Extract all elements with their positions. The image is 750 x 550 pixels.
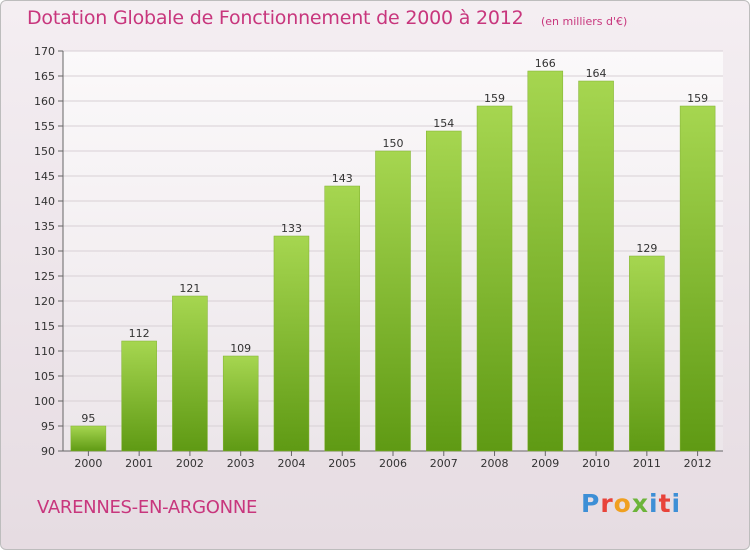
bar-2001	[121, 340, 157, 452]
x-tick-label-2012: 2012	[684, 457, 712, 470]
value-label-2009: 166	[535, 57, 556, 70]
value-label-2006: 150	[383, 137, 404, 150]
y-tick-label: 130	[34, 245, 55, 258]
y-tick-label: 125	[34, 270, 55, 283]
bar-chart: 90 95 100 105 110 115 120 125 130 135 140 145 150 155…	[34, 45, 723, 470]
value-label-2007: 154	[433, 117, 454, 130]
logo-letter: i	[671, 489, 682, 518]
logo-letter: x	[631, 489, 649, 518]
bar-2010	[578, 80, 614, 452]
y-tick-label: 95	[41, 420, 55, 433]
y-tick-label: 105	[34, 370, 55, 383]
y-tick-label: 145	[34, 170, 55, 183]
value-label-2001: 112	[129, 327, 150, 340]
y-tick-label: 120	[34, 295, 55, 308]
bar-2009	[527, 70, 564, 452]
logo-letter: i	[649, 489, 659, 518]
x-tick-label-2006: 2006	[379, 457, 407, 470]
y-tick-label: 155	[34, 120, 55, 133]
value-label-2005: 143	[332, 172, 353, 185]
value-label-2008: 159	[484, 92, 505, 105]
x-tick-label-2004: 2004	[277, 457, 305, 470]
x-tick-label-2000: 2000	[74, 457, 102, 470]
proxiti-logo: Proxiti	[581, 489, 681, 518]
x-tick-label-2011: 2011	[633, 457, 661, 470]
x-tick-label-2002: 2002	[176, 457, 204, 470]
logo-letter: r	[600, 489, 614, 518]
value-label-2012: 159	[687, 92, 708, 105]
x-tick-label-2008: 2008	[481, 457, 509, 470]
x-tick-label-2009: 2009	[531, 457, 559, 470]
bar-2007	[426, 130, 462, 452]
value-label-2003: 109	[230, 342, 251, 355]
bar-2000	[70, 425, 107, 452]
bar-2008	[476, 105, 513, 452]
logo-letter: t	[658, 489, 672, 518]
bar-2006	[375, 150, 411, 452]
bar-2012	[679, 105, 716, 452]
x-tick-label-2010: 2010	[582, 457, 610, 470]
y-tick-label: 115	[34, 320, 55, 333]
y-tick-label: 135	[34, 220, 55, 233]
x-tick-label-2007: 2007	[430, 457, 458, 470]
location-name: VARENNES-EN-ARGONNE	[37, 497, 258, 518]
logo-letter: P	[581, 489, 601, 518]
y-tick-label: 165	[34, 70, 55, 83]
chart-title: Dotation Globale de Fonctionnement de 20…	[27, 7, 524, 29]
x-tick-label-2003: 2003	[227, 457, 255, 470]
y-tick-label: 170	[34, 45, 55, 58]
value-label-2011: 129	[636, 242, 657, 255]
x-tick-label-2005: 2005	[328, 457, 356, 470]
bar-2004	[273, 235, 310, 452]
bar-2011	[629, 255, 665, 452]
chart-subtitle: (en milliers d'€)	[541, 15, 628, 28]
bar-2002	[172, 295, 208, 452]
y-tick-label: 110	[34, 345, 55, 358]
logo-letter: o	[613, 489, 632, 518]
y-tick-label: 160	[34, 95, 55, 108]
y-tick-label: 90	[41, 445, 55, 458]
y-tick-label: 150	[34, 145, 55, 158]
value-label-2000: 95	[81, 412, 95, 425]
value-label-2004: 133	[281, 222, 302, 235]
y-tick-label: 140	[34, 195, 55, 208]
x-tick-label-2001: 2001	[125, 457, 153, 470]
bar-2003	[222, 355, 259, 452]
bar-2005	[324, 185, 360, 452]
y-tick-label: 100	[34, 395, 55, 408]
value-label-2010: 164	[586, 67, 607, 80]
value-label-2002: 121	[179, 282, 200, 295]
